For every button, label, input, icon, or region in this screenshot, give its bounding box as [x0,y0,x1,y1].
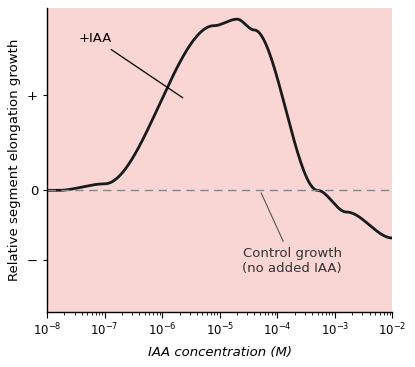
Y-axis label: Relative segment elongation growth: Relative segment elongation growth [8,39,21,281]
Text: +IAA: +IAA [78,32,183,98]
Text: Control growth
(no added IAA): Control growth (no added IAA) [242,193,342,275]
X-axis label: IAA concentration (M): IAA concentration (M) [148,346,292,359]
